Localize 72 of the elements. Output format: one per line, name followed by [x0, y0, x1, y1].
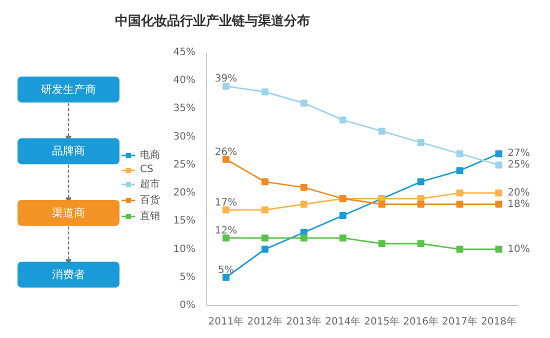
point — [456, 246, 464, 253]
point — [495, 190, 502, 197]
y-tick-label: 25% — [173, 159, 196, 170]
point — [222, 82, 230, 90]
data-label: 25% — [508, 159, 530, 170]
legend-label: 超市 — [140, 178, 160, 191]
point — [261, 178, 268, 186]
text: 中国化妆品行业产业链与渠道分布 — [115, 13, 310, 31]
x-tick-label: 2017年 — [442, 316, 478, 328]
point — [456, 150, 464, 158]
legend-label: 电商 — [140, 148, 160, 162]
point — [417, 178, 424, 186]
y-tick-label: 20% — [173, 188, 196, 199]
data-label: 18% — [508, 198, 530, 210]
point — [495, 246, 502, 253]
point — [261, 88, 268, 96]
y-tick-label: 45% — [173, 47, 196, 58]
point — [339, 116, 346, 124]
x-tick-label: 2014年 — [325, 316, 361, 328]
point — [339, 212, 346, 220]
point — [222, 234, 230, 242]
point — [300, 184, 308, 191]
point — [378, 128, 386, 135]
point — [378, 200, 386, 208]
point — [456, 167, 464, 174]
legend-label: 百货 — [140, 194, 160, 207]
text: 品牌商 — [52, 144, 85, 158]
data-label: 26% — [214, 146, 238, 158]
point — [417, 200, 424, 208]
point — [417, 138, 424, 146]
point — [300, 234, 308, 242]
point — [222, 206, 230, 214]
y-tick-label: 0% — [180, 300, 196, 311]
data-label: 27% — [508, 148, 530, 160]
point — [261, 234, 268, 242]
y-tick-label: 10% — [173, 244, 196, 255]
data-label: 39% — [214, 74, 238, 85]
x-tick-label: 2016年 — [403, 316, 439, 328]
y-tick-label: 15% — [173, 216, 196, 227]
data-label: 20% — [508, 188, 530, 199]
text: 研发生产商 — [41, 83, 96, 96]
point — [222, 156, 230, 163]
y-tick-label: 5% — [180, 272, 196, 283]
x-tick-label: 2013年 — [286, 316, 322, 328]
data-label: 5% — [218, 264, 234, 276]
x-tick-label: 2011年 — [208, 316, 244, 328]
x-tick-label: 2018年 — [481, 316, 516, 328]
point — [261, 206, 268, 214]
data-label: 12% — [214, 226, 238, 237]
point — [300, 200, 308, 208]
legend-label: 直销 — [140, 210, 160, 223]
point — [456, 200, 464, 208]
x-tick-label: 2012年 — [247, 316, 283, 328]
point — [339, 234, 346, 242]
point — [456, 190, 464, 197]
data-label: 10% — [508, 244, 530, 255]
x-tick-label: 2015年 — [364, 316, 400, 328]
point — [378, 240, 386, 248]
point — [495, 150, 502, 158]
y-tick-label: 40% — [173, 75, 196, 86]
point — [261, 246, 268, 253]
text: 消费者 — [52, 268, 85, 282]
legend-label: CS — [140, 164, 154, 175]
point — [495, 200, 502, 208]
data-label: 17% — [214, 197, 238, 208]
point — [495, 161, 502, 168]
point — [222, 274, 230, 281]
y-tick-label: 35% — [173, 103, 196, 114]
point — [300, 100, 308, 107]
text: 渠道商 — [52, 206, 85, 220]
y-tick-label: 30% — [173, 131, 196, 142]
point — [417, 240, 424, 248]
